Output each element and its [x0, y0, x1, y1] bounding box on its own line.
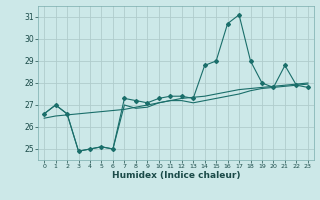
X-axis label: Humidex (Indice chaleur): Humidex (Indice chaleur)	[112, 171, 240, 180]
